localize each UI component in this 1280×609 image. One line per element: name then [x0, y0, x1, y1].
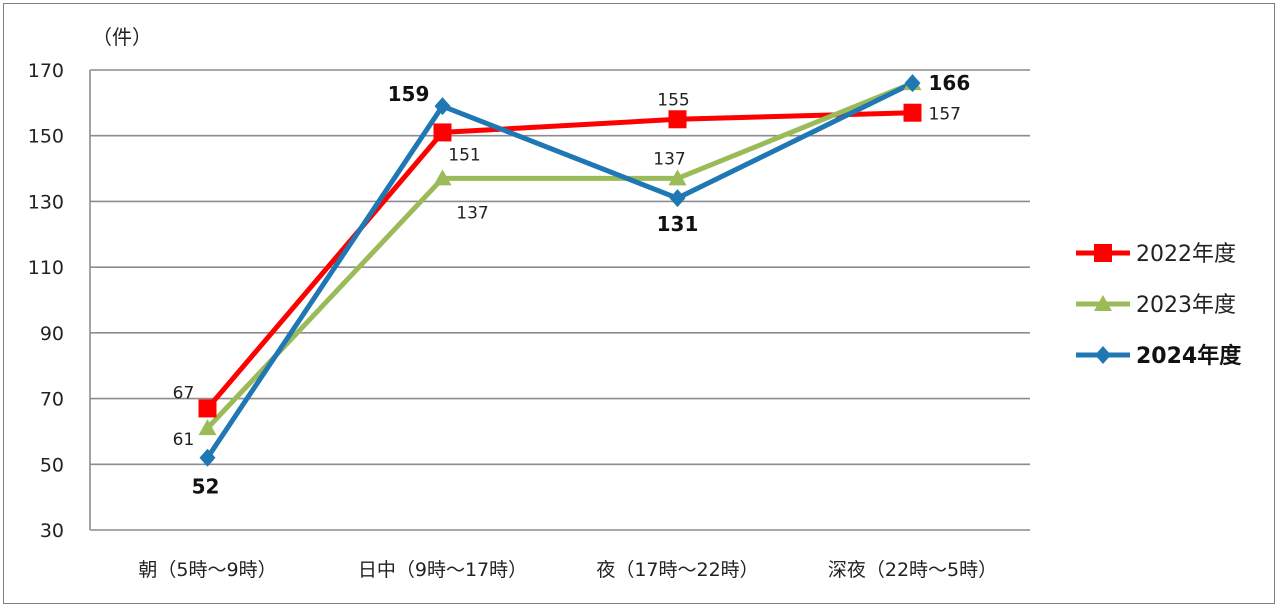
data-point	[198, 399, 217, 418]
series-markers	[198, 74, 922, 467]
y-tick-label: 90	[40, 323, 64, 345]
data-point	[433, 123, 452, 142]
y-tick-label: 50	[40, 454, 64, 476]
data-label: 131	[657, 212, 699, 236]
chart-frame	[3, 3, 1275, 604]
x-tick-label: 深夜（22時～5時）	[828, 559, 997, 581]
data-label: 159	[388, 82, 430, 106]
data-point	[434, 97, 451, 116]
data-labels: 67 151 155 157 61 137 137 52 159 131 166	[173, 71, 971, 499]
y-tick-label: 30	[40, 520, 64, 542]
y-tick-label: 70	[40, 389, 64, 411]
data-label: 61	[173, 430, 195, 450]
data-point	[199, 448, 216, 467]
data-label: 137	[456, 203, 488, 223]
data-label: 137	[653, 149, 685, 169]
y-tick-label: 130	[28, 191, 64, 213]
series-line-2	[205, 80, 914, 460]
y-tick-label: 170	[28, 60, 64, 82]
y-tick-label: 150	[28, 126, 64, 148]
data-label: 67	[173, 383, 195, 403]
x-tick-label: 日中（9時～17時）	[358, 559, 527, 581]
legend-marker	[1094, 295, 1112, 311]
legend-marker	[1095, 346, 1111, 364]
data-label: 52	[192, 475, 220, 499]
x-tick-label: 朝（5時～9時）	[138, 559, 276, 581]
data-point	[668, 169, 687, 186]
series-line-0	[205, 110, 913, 411]
x-tick-label: 夜（17時～22時）	[596, 559, 758, 581]
legend: 2022年度 2023年度 2024年度	[1076, 242, 1242, 369]
data-point	[198, 419, 217, 436]
data-point	[904, 74, 921, 93]
data-label: 155	[657, 90, 689, 110]
data-point	[669, 189, 686, 208]
series-line-1	[205, 80, 914, 430]
data-label: 151	[448, 145, 480, 165]
data-point	[668, 110, 687, 129]
legend-label: 2022年度	[1136, 242, 1236, 267]
series-lines	[205, 80, 914, 460]
y-axis: 30 50 70 90 110 130 150 170	[28, 60, 91, 542]
y-unit-label: （件）	[92, 25, 152, 49]
data-label: 166	[929, 71, 971, 95]
legend-label: 2024年度	[1136, 343, 1242, 369]
x-axis: 朝（5時～9時） 日中（9時～17時） 夜（17時～22時） 深夜（22時～5時）	[90, 529, 1030, 581]
legend-marker	[1094, 244, 1112, 262]
data-point	[903, 103, 922, 122]
legend-label: 2023年度	[1136, 293, 1236, 318]
data-point	[433, 169, 452, 186]
y-tick-label: 110	[28, 257, 64, 279]
data-label: 157	[929, 105, 961, 125]
